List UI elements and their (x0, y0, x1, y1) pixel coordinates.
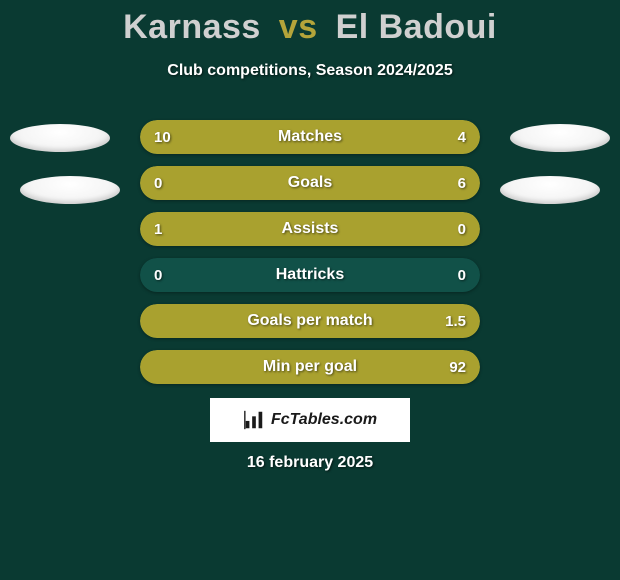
title-left-player: Karnass (123, 8, 261, 46)
bar-fill-right (201, 166, 480, 200)
bar-fill-right (371, 120, 480, 154)
stat-row: Goals per match1.5 (140, 304, 480, 338)
logo-text: FcTables.com (271, 411, 377, 429)
bar-fill-right (140, 304, 480, 338)
bar-fill-left (140, 166, 201, 200)
bar-base (140, 258, 480, 292)
stat-row: Hattricks00 (140, 258, 480, 292)
bar-fill-left (140, 212, 480, 246)
stat-row: Assists10 (140, 212, 480, 246)
stat-row: Goals06 (140, 166, 480, 200)
date-label: 16 february 2025 (0, 454, 620, 472)
bar-chart-icon (243, 409, 265, 431)
page-title: Karnass vs El Badoui (0, 8, 620, 47)
stat-row: Min per goal92 (140, 350, 480, 384)
avatar-placeholder-right-1 (510, 124, 610, 152)
title-right-player: El Badoui (336, 8, 497, 46)
avatar-placeholder-left-2 (20, 176, 120, 204)
avatar-placeholder-right-2 (500, 176, 600, 204)
title-vs: vs (279, 8, 318, 46)
bar-fill-left (140, 120, 371, 154)
logo-badge: FcTables.com (210, 398, 410, 442)
avatar-placeholder-left-1 (10, 124, 110, 152)
stat-row: Matches104 (140, 120, 480, 154)
bar-fill-right (140, 350, 480, 384)
subtitle: Club competitions, Season 2024/2025 (0, 62, 620, 80)
stats-bars: Matches104 Goals06 Assists10 Hattricks00 Goa… (140, 120, 480, 396)
